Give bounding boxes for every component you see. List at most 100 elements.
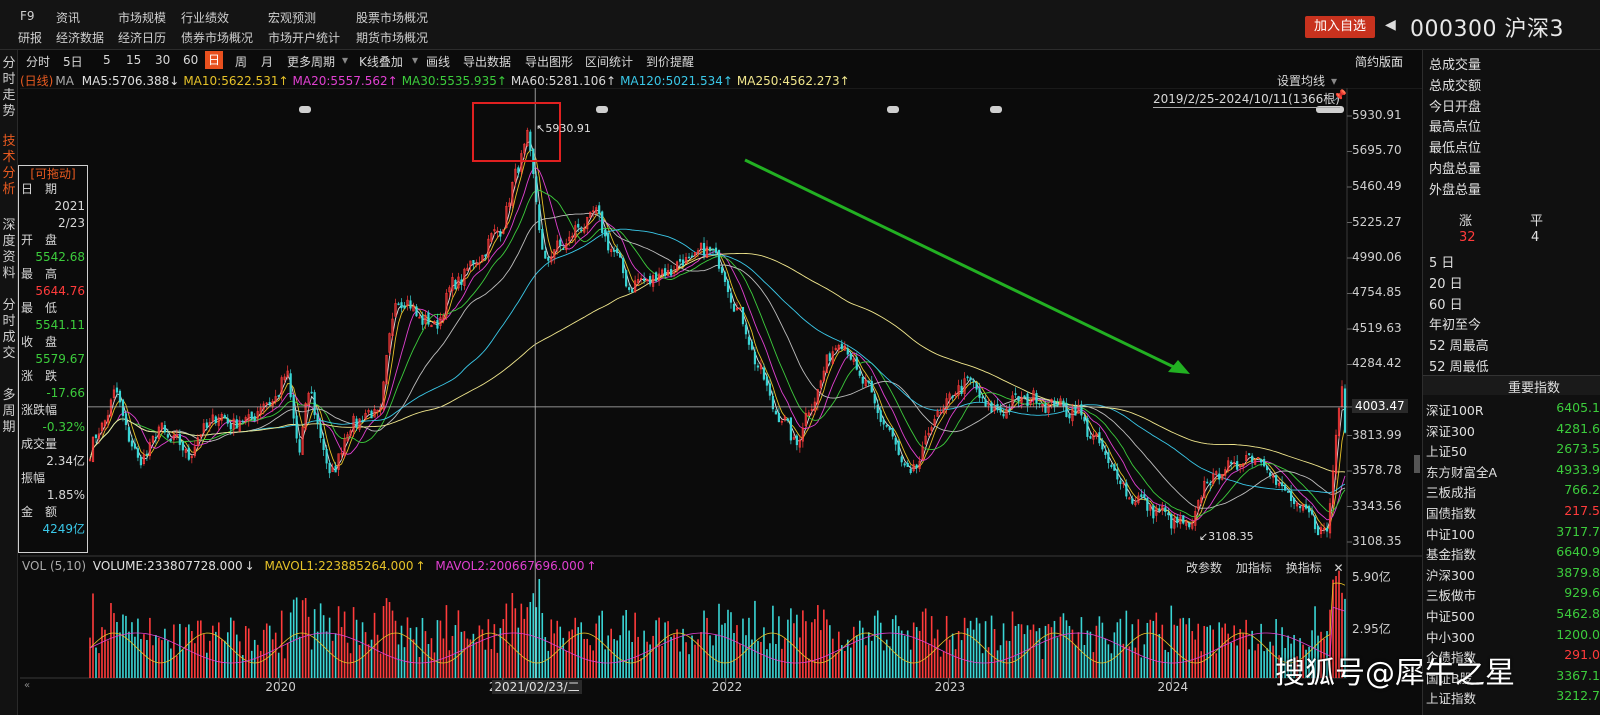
index-name[interactable]: 深证100R bbox=[1426, 403, 1484, 418]
index-name[interactable]: 沪深300 bbox=[1426, 567, 1475, 583]
volume-bar bbox=[1119, 618, 1122, 678]
candle-body bbox=[91, 436, 95, 463]
volume-bar bbox=[316, 631, 319, 678]
volume-bar bbox=[343, 611, 346, 678]
y-tick-label: 4284.42 bbox=[1352, 356, 1402, 371]
period-5min[interactable]: 5 bbox=[103, 53, 111, 67]
index-name[interactable]: 上证指数 bbox=[1426, 691, 1477, 707]
volume-bar bbox=[1029, 629, 1032, 678]
panel-splitter-handle[interactable] bbox=[1414, 455, 1420, 473]
period-30min[interactable]: 30 bbox=[155, 53, 171, 67]
volume-bar bbox=[463, 631, 466, 678]
index-name[interactable]: 国债指数 bbox=[1426, 506, 1477, 521]
index-name[interactable]: 中小300 bbox=[1426, 629, 1475, 645]
drag-hint[interactable]: [可拖动] bbox=[30, 167, 76, 181]
candle-body bbox=[690, 255, 694, 258]
menu-account-stats[interactable]: 市场开户统计 bbox=[268, 31, 341, 45]
candle-body bbox=[1301, 504, 1305, 511]
close-icon[interactable]: ✕ bbox=[1333, 561, 1344, 575]
volume-bar bbox=[577, 627, 580, 678]
index-name[interactable]: 深证300 bbox=[1426, 423, 1475, 439]
change-params-button[interactable]: 改参数 bbox=[1186, 561, 1223, 575]
menu-news[interactable]: 资讯 bbox=[56, 11, 81, 25]
candle-body bbox=[831, 351, 834, 364]
menu-bond-market-overview[interactable]: 债券市场概况 bbox=[181, 31, 254, 45]
volume-bar bbox=[529, 601, 532, 678]
index-name[interactable]: 国证B股 bbox=[1426, 670, 1473, 686]
switch-indicator-button[interactable]: 换指标 bbox=[1285, 561, 1322, 575]
crosshair-price-label: 4003.47 bbox=[1352, 398, 1408, 413]
volume-bar bbox=[427, 644, 430, 678]
menu-industry-performance[interactable]: 行业绩效 bbox=[181, 11, 230, 25]
volume-bar bbox=[295, 597, 298, 678]
menu-research[interactable]: 研报 bbox=[18, 31, 43, 45]
index-name[interactable]: 三板做市 bbox=[1426, 588, 1477, 604]
menu-stock-market-overview[interactable]: 股票市场概况 bbox=[356, 11, 429, 25]
overlay-caret-icon[interactable]: ▾ bbox=[412, 53, 419, 67]
index-name[interactable]: 企债指数 bbox=[1426, 650, 1477, 666]
kline-chart[interactable]: ↖5930.91 ↙3108.35 bbox=[0, 88, 1422, 715]
candle-body bbox=[595, 207, 598, 214]
volume-bar bbox=[772, 605, 774, 678]
volume-bar bbox=[469, 639, 472, 678]
period-intraday[interactable]: 分时 bbox=[26, 55, 51, 69]
period-monthly[interactable]: 月 bbox=[261, 55, 274, 69]
export-chart-button[interactable]: 导出图形 bbox=[525, 55, 574, 69]
range-stats-button[interactable]: 区间统计 bbox=[585, 55, 634, 69]
volume-bar bbox=[134, 636, 136, 678]
pin-icon[interactable]: 📌 bbox=[1333, 89, 1347, 102]
nav-intraday[interactable]: 分时走势 bbox=[2, 56, 16, 119]
nav-intraday-trades[interactable]: 分时成交 bbox=[2, 298, 16, 361]
volume-bar bbox=[394, 620, 397, 678]
index-name[interactable]: 基金指数 bbox=[1426, 547, 1477, 563]
index-name[interactable]: 三板成指 bbox=[1426, 485, 1477, 501]
price-alert-button[interactable]: 到价提醒 bbox=[646, 55, 695, 69]
menu-market-scale[interactable]: 市场规模 bbox=[118, 11, 167, 25]
candle-body bbox=[1251, 455, 1254, 463]
candle-body bbox=[1289, 490, 1293, 502]
ma-settings-button[interactable]: 设置均线 ▾ bbox=[1277, 74, 1338, 88]
period-15min[interactable]: 15 bbox=[126, 53, 142, 67]
volume-bar bbox=[900, 630, 903, 678]
volume-bar bbox=[775, 644, 777, 678]
kline-overlay-dropdown[interactable]: K线叠加 bbox=[359, 55, 403, 69]
period-5day[interactable]: 5日 bbox=[63, 55, 83, 69]
candle-body bbox=[804, 413, 807, 426]
menu-economic-calendar[interactable]: 经济日历 bbox=[118, 31, 167, 45]
nav-deep-data[interactable]: 深度资料 bbox=[2, 218, 16, 281]
period-weekly[interactable]: 周 bbox=[235, 55, 248, 69]
scroll-left-icon[interactable]: « bbox=[24, 680, 31, 691]
candle-body bbox=[406, 299, 409, 306]
candle-body bbox=[801, 427, 804, 442]
settings-caret-icon[interactable]: ▾ bbox=[1331, 74, 1338, 88]
crosshair-info-box[interactable]: [可拖动] 日 期 2021 2/23 开 盘 5542.68 最 高 5644.76 最 低… bbox=[18, 165, 88, 553]
add-favorite-button[interactable]: 加入自选 bbox=[1305, 16, 1375, 38]
candle-body bbox=[1128, 497, 1131, 500]
draw-line-button[interactable]: 画线 bbox=[426, 55, 451, 69]
add-indicator-button[interactable]: 加指标 bbox=[1235, 561, 1272, 575]
index-name[interactable]: 东方财富全A bbox=[1426, 464, 1498, 480]
nav-technical-analysis[interactable]: 技术分析 bbox=[2, 134, 16, 197]
candle-body bbox=[720, 266, 724, 273]
candle-body bbox=[628, 287, 631, 290]
candle-body bbox=[586, 216, 589, 230]
volume-bar bbox=[565, 650, 568, 678]
menu-macro-forecast[interactable]: 宏观预测 bbox=[268, 11, 317, 25]
menu-futures-market-overview[interactable]: 期货市场概况 bbox=[356, 31, 429, 45]
nav-multi-period[interactable]: 多周期 bbox=[2, 388, 16, 435]
candle-body bbox=[106, 415, 110, 423]
back-arrow-icon[interactable]: ◀ bbox=[1385, 17, 1396, 33]
index-name[interactable]: 中证500 bbox=[1426, 609, 1475, 624]
more-periods-caret-icon[interactable]: ▾ bbox=[342, 53, 349, 67]
menu-economic-data[interactable]: 经济数据 bbox=[56, 31, 105, 45]
simple-layout-button[interactable]: 简约版面 bbox=[1355, 55, 1404, 69]
period-60min[interactable]: 60 bbox=[183, 53, 199, 67]
period-label: (日线) bbox=[20, 74, 54, 88]
candle-body bbox=[463, 268, 466, 286]
index-name[interactable]: 中证100 bbox=[1426, 526, 1475, 542]
export-data-button[interactable]: 导出数据 bbox=[463, 55, 512, 69]
more-periods-dropdown[interactable]: 更多周期 bbox=[287, 55, 336, 69]
menu-f9[interactable]: F9 bbox=[20, 9, 35, 23]
period-daily[interactable]: 日 bbox=[205, 51, 224, 69]
index-name[interactable]: 上证50 bbox=[1426, 444, 1467, 460]
